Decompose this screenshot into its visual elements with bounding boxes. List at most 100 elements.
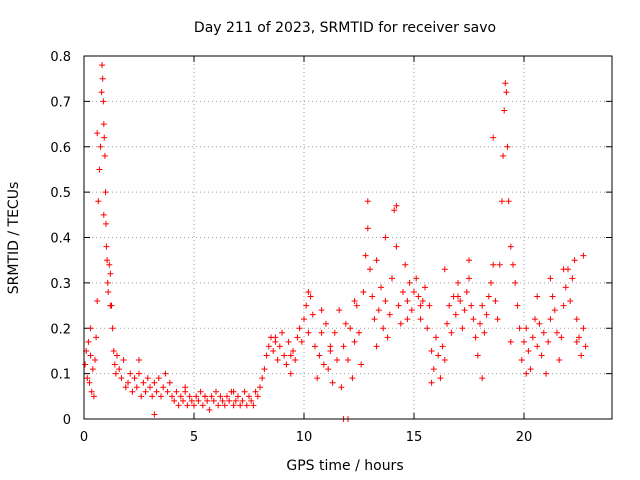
data-point xyxy=(248,397,255,404)
data-point xyxy=(129,388,136,395)
data-point xyxy=(573,338,580,345)
data-point xyxy=(547,275,554,282)
data-point xyxy=(217,393,224,400)
data-point xyxy=(318,307,325,314)
data-point xyxy=(259,375,266,382)
data-point xyxy=(551,307,558,314)
data-point xyxy=(510,261,516,268)
data-point xyxy=(221,402,228,409)
data-point xyxy=(97,143,104,150)
data-point xyxy=(193,393,200,400)
data-point xyxy=(490,261,497,268)
data-point xyxy=(320,361,327,368)
data-point xyxy=(428,379,435,386)
data-point xyxy=(95,198,102,205)
data-point xyxy=(367,266,373,273)
data-point xyxy=(340,343,347,350)
y-tick-label: 0.6 xyxy=(50,141,71,156)
data-point xyxy=(536,320,543,327)
data-point xyxy=(483,311,490,318)
data-point xyxy=(327,347,334,354)
data-point xyxy=(525,347,532,354)
data-point xyxy=(191,402,197,409)
data-point xyxy=(90,393,97,400)
data-point xyxy=(393,243,400,250)
data-point xyxy=(521,338,527,345)
data-point xyxy=(580,252,587,259)
data-point xyxy=(254,393,261,400)
data-point xyxy=(393,202,400,209)
data-point xyxy=(331,329,338,336)
data-point xyxy=(347,325,354,332)
data-point xyxy=(144,375,151,382)
data-point xyxy=(441,357,448,364)
data-point xyxy=(265,343,272,350)
data-point xyxy=(88,388,95,395)
data-point xyxy=(305,288,312,295)
data-point xyxy=(101,134,108,141)
data-point xyxy=(527,366,534,373)
data-point xyxy=(92,357,98,364)
data-point xyxy=(101,152,108,159)
data-point xyxy=(112,370,119,377)
data-point xyxy=(104,257,111,264)
data-point xyxy=(106,261,113,268)
data-point xyxy=(349,375,356,382)
data-point xyxy=(98,89,105,96)
data-point xyxy=(395,302,402,309)
data-point xyxy=(415,293,422,300)
data-point xyxy=(182,384,189,391)
data-point xyxy=(391,207,398,214)
data-point xyxy=(197,388,204,395)
data-point xyxy=(177,393,184,400)
data-point xyxy=(305,329,312,336)
data-point xyxy=(125,379,131,386)
data-point xyxy=(263,352,270,359)
data-point xyxy=(272,334,279,341)
y-axis-label: SRMTID / TECUs xyxy=(6,182,22,295)
data-point xyxy=(82,361,89,368)
x-axis-label: GPS time / hours xyxy=(286,458,403,474)
data-point xyxy=(428,347,435,354)
data-point xyxy=(573,316,580,323)
data-point xyxy=(455,293,461,300)
axis-ticks xyxy=(83,55,612,420)
data-point xyxy=(334,357,340,364)
data-point xyxy=(118,375,125,382)
data-point xyxy=(547,316,554,323)
data-point xyxy=(545,338,552,345)
data-point xyxy=(404,298,411,305)
data-point xyxy=(103,220,109,227)
data-point xyxy=(580,325,587,332)
data-point xyxy=(364,198,371,205)
data-point xyxy=(153,388,160,395)
data-point xyxy=(140,379,147,386)
data-point xyxy=(158,393,164,400)
data-point xyxy=(459,325,466,332)
data-point xyxy=(433,334,439,341)
data-point xyxy=(404,316,411,323)
data-point xyxy=(338,384,345,391)
x-tick-label: 20 xyxy=(516,430,533,445)
data-point xyxy=(87,352,94,359)
data-point xyxy=(474,352,481,359)
data-point xyxy=(164,388,171,395)
data-point xyxy=(567,298,574,305)
data-point xyxy=(110,347,117,354)
data-point xyxy=(461,307,468,314)
data-point xyxy=(500,152,507,159)
data-point xyxy=(114,352,120,359)
data-point xyxy=(226,397,233,404)
data-point xyxy=(261,366,268,373)
data-point xyxy=(188,397,195,404)
data-point xyxy=(441,266,448,273)
data-point xyxy=(470,316,477,323)
data-point xyxy=(257,384,263,391)
x-tick-label: 5 xyxy=(190,430,198,445)
data-point xyxy=(356,329,362,336)
data-point xyxy=(430,366,437,373)
data-point xyxy=(307,293,314,300)
data-point xyxy=(199,402,206,409)
data-point xyxy=(562,284,569,291)
data-point xyxy=(171,397,178,404)
